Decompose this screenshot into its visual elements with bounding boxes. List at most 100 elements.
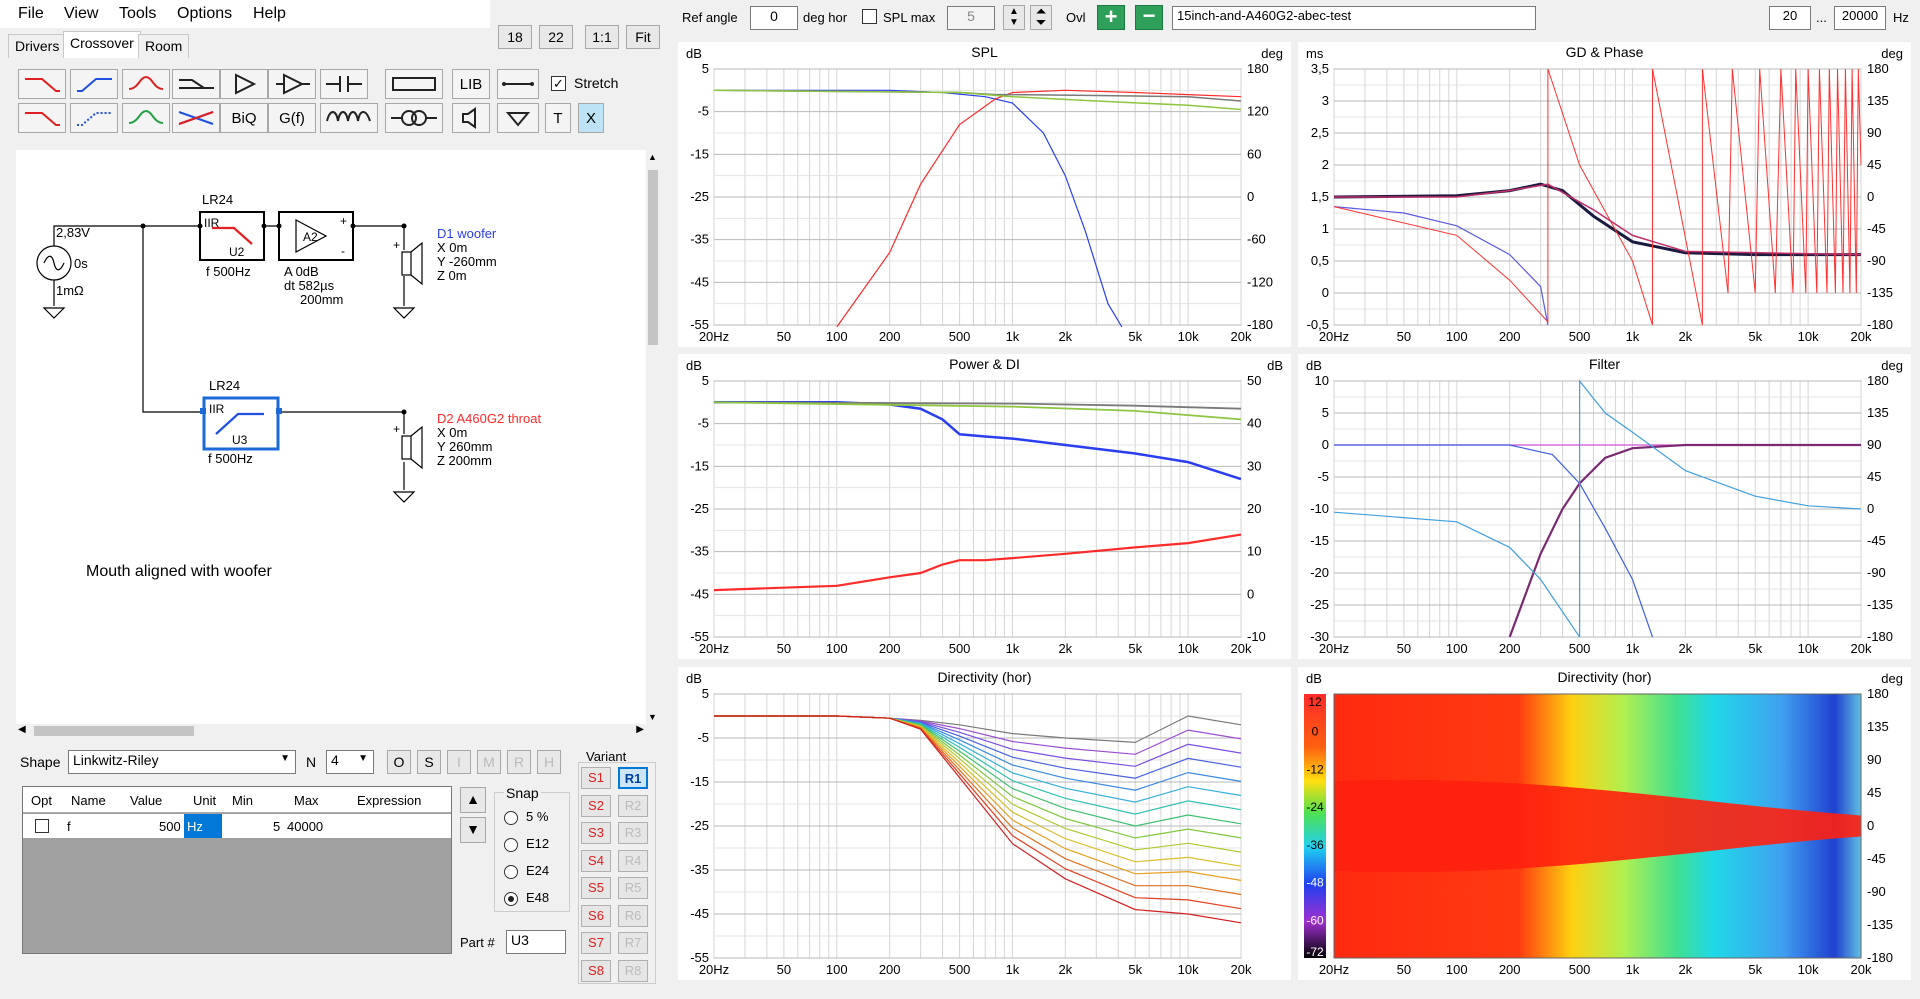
zoom-22-button[interactable]: 22 xyxy=(539,25,573,49)
variant-s4-button[interactable]: S4 xyxy=(581,850,611,872)
transformer-tool-button[interactable] xyxy=(385,103,443,133)
power-di-graph-xtick: 100 xyxy=(826,641,848,656)
highpass2-tool-button[interactable] xyxy=(70,103,118,133)
menu-file[interactable]: File xyxy=(18,5,44,22)
variant-r8-button[interactable]: R8 xyxy=(618,960,648,982)
row-unit[interactable]: Hz xyxy=(187,819,203,834)
directivity-graph[interactable]: Directivity (hor) dB 20Hz 50 100 200 500 1k 2k 5k… xyxy=(678,667,1291,980)
shape-o-button[interactable]: O xyxy=(387,750,411,774)
zoom-18-button[interactable]: 18 xyxy=(498,25,532,49)
zoom-1to1-button[interactable]: 1:1 xyxy=(585,25,619,49)
gf-tool-button[interactable]: G(f) xyxy=(268,103,316,133)
col-expression: Expression xyxy=(357,793,422,808)
move-up-button[interactable]: ▲ xyxy=(460,787,486,813)
spl-max-checkbox[interactable] xyxy=(862,9,877,24)
allpass-tool-button[interactable] xyxy=(172,69,220,99)
spl-fit-button[interactable]: ⏶ ⏷ xyxy=(1030,5,1052,30)
gd-phase-graph-xtick: 20k xyxy=(1851,329,1872,344)
variant-r6-button[interactable]: R6 xyxy=(618,905,648,927)
scroll-left-icon[interactable]: ◀ xyxy=(18,724,26,735)
spl-graph[interactable]: SPL dB deg 20Hz 50 100 200 500 1k 2k 5k 10k 20k 5 -5 -1… xyxy=(678,42,1291,347)
shape-s-button[interactable]: S xyxy=(417,750,441,774)
directivity-mainlobe xyxy=(1334,779,1861,873)
overlay-add-button[interactable]: + xyxy=(1097,5,1125,30)
row-value[interactable]: 500 xyxy=(159,819,181,834)
crossover-tool-button[interactable] xyxy=(172,103,220,133)
snap-e48-radio[interactable] xyxy=(504,892,518,906)
lowpass2-tool-button[interactable] xyxy=(18,103,66,133)
opamp-tool-button[interactable] xyxy=(268,69,316,99)
bandpass-tool-button[interactable] xyxy=(122,69,170,99)
part-number-input[interactable]: U3 xyxy=(506,930,566,954)
variant-r5-button[interactable]: R5 xyxy=(618,877,648,899)
d1-plus: + xyxy=(393,238,401,252)
snap-5-radio[interactable] xyxy=(504,811,518,825)
horizontal-scrollbar[interactable]: ◀ ▶ xyxy=(16,724,646,738)
spl-spin-button[interactable]: ▲ ▼ xyxy=(1003,5,1025,30)
variant-s7-button[interactable]: S7 xyxy=(581,932,611,954)
row-max[interactable]: 40000 xyxy=(287,819,324,834)
variant-s8-button[interactable]: S8 xyxy=(581,960,611,982)
inductor-tool-button[interactable] xyxy=(320,103,378,133)
freq-max-input[interactable]: 20000 xyxy=(1834,6,1886,30)
directivity-map-graph[interactable]: Directivity (hor) dB deg 20Hz 50 100 200 500 1k 2… xyxy=(1298,667,1911,980)
variant-s1-button[interactable]: S1 xyxy=(581,767,611,789)
snap-e24-radio[interactable] xyxy=(504,865,518,879)
variant-s5-button[interactable]: S5 xyxy=(581,877,611,899)
scroll-right-icon[interactable]: ▶ xyxy=(636,724,644,735)
ref-angle-input[interactable]: 0 xyxy=(750,6,798,30)
schematic-canvas[interactable]: 2,83V 0s 1mΩ LR24 IIR U2 f 500Hz A2 + - … xyxy=(16,150,646,724)
power-di-graph[interactable]: Power & DI dB dB 20Hz 50 100 200 500 1k 2k 5k 10k 20… xyxy=(678,354,1291,659)
amplifier-tool-button[interactable] xyxy=(220,69,268,99)
parameter-table[interactable]: Opt Name Value Unit Min Max Expression f… xyxy=(22,786,452,954)
variant-r7-button[interactable]: R7 xyxy=(618,932,648,954)
menu-help[interactable]: Help xyxy=(253,5,286,22)
highpass-tool-button[interactable] xyxy=(70,69,118,99)
gd-phase-graph[interactable]: GD & Phase ms deg 20Hz 50 100 200 500 1k 2k 5k 10k 2… xyxy=(1298,42,1911,347)
shape-r-button[interactable]: R xyxy=(507,750,531,774)
move-down-button[interactable]: ▼ xyxy=(460,817,486,843)
library-button[interactable]: LIB xyxy=(452,69,490,99)
shape-m-button[interactable]: M xyxy=(477,750,501,774)
order-select[interactable]: 4 ▼ xyxy=(326,750,374,774)
shape-select[interactable]: Linkwitz-Riley ▼ xyxy=(68,750,296,774)
scroll-up-icon[interactable]: ▲ xyxy=(648,152,657,162)
ground-tool-button[interactable] xyxy=(497,103,539,133)
text-tool-button[interactable]: T xyxy=(545,103,571,133)
lowpass-tool-button[interactable] xyxy=(18,69,66,99)
spl-max-input[interactable]: 5 xyxy=(947,6,995,30)
speaker-tool-button[interactable] xyxy=(452,103,490,133)
scroll-down-icon[interactable]: ▼ xyxy=(648,712,657,722)
variant-r1-button[interactable]: R1 xyxy=(618,767,648,789)
shape-h-button[interactable]: H xyxy=(537,750,561,774)
zoom-fit-button[interactable]: Fit xyxy=(626,25,660,49)
capacitor-tool-button[interactable] xyxy=(320,69,368,99)
variant-s6-button[interactable]: S6 xyxy=(581,905,611,927)
project-name-input[interactable]: 15inch-and-A460G2-abec-test xyxy=(1172,6,1536,30)
biquad-tool-button[interactable]: BiQ xyxy=(220,103,268,133)
variant-s2-button[interactable]: S2 xyxy=(581,795,611,817)
tab-drivers[interactable]: Drivers xyxy=(8,34,67,58)
opt-checkbox[interactable] xyxy=(35,819,49,833)
tab-room[interactable]: Room xyxy=(138,34,190,58)
snap-e12-radio[interactable] xyxy=(504,838,518,852)
resistor-tool-button[interactable] xyxy=(385,69,443,99)
shape-i-button[interactable]: I xyxy=(447,750,471,774)
notch-tool-button[interactable] xyxy=(122,103,170,133)
menu-view[interactable]: View xyxy=(64,5,99,22)
variant-r4-button[interactable]: R4 xyxy=(618,850,648,872)
filter-graph[interactable]: Filter dB deg 20Hz 50 100 200 500 1k 2k 5k 10k 20k 10… xyxy=(1298,354,1911,659)
row-min[interactable]: 5 xyxy=(273,819,281,834)
menu-tools[interactable]: Tools xyxy=(119,5,157,22)
menu-options[interactable]: Options xyxy=(177,5,233,22)
freq-min-input[interactable]: 20 xyxy=(1769,6,1811,30)
overlay-remove-button[interactable]: − xyxy=(1135,5,1163,30)
wire-tool-button[interactable] xyxy=(497,69,539,99)
variant-r3-button[interactable]: R3 xyxy=(618,822,648,844)
vertical-scrollbar[interactable]: ▲ ▼ xyxy=(646,150,660,724)
stretch-checkbox[interactable]: ✓ xyxy=(551,76,566,91)
tab-crossover[interactable]: Crossover xyxy=(63,31,141,58)
delete-tool-button[interactable]: X xyxy=(578,103,604,133)
variant-s3-button[interactable]: S3 xyxy=(581,822,611,844)
variant-r2-button[interactable]: R2 xyxy=(618,795,648,817)
